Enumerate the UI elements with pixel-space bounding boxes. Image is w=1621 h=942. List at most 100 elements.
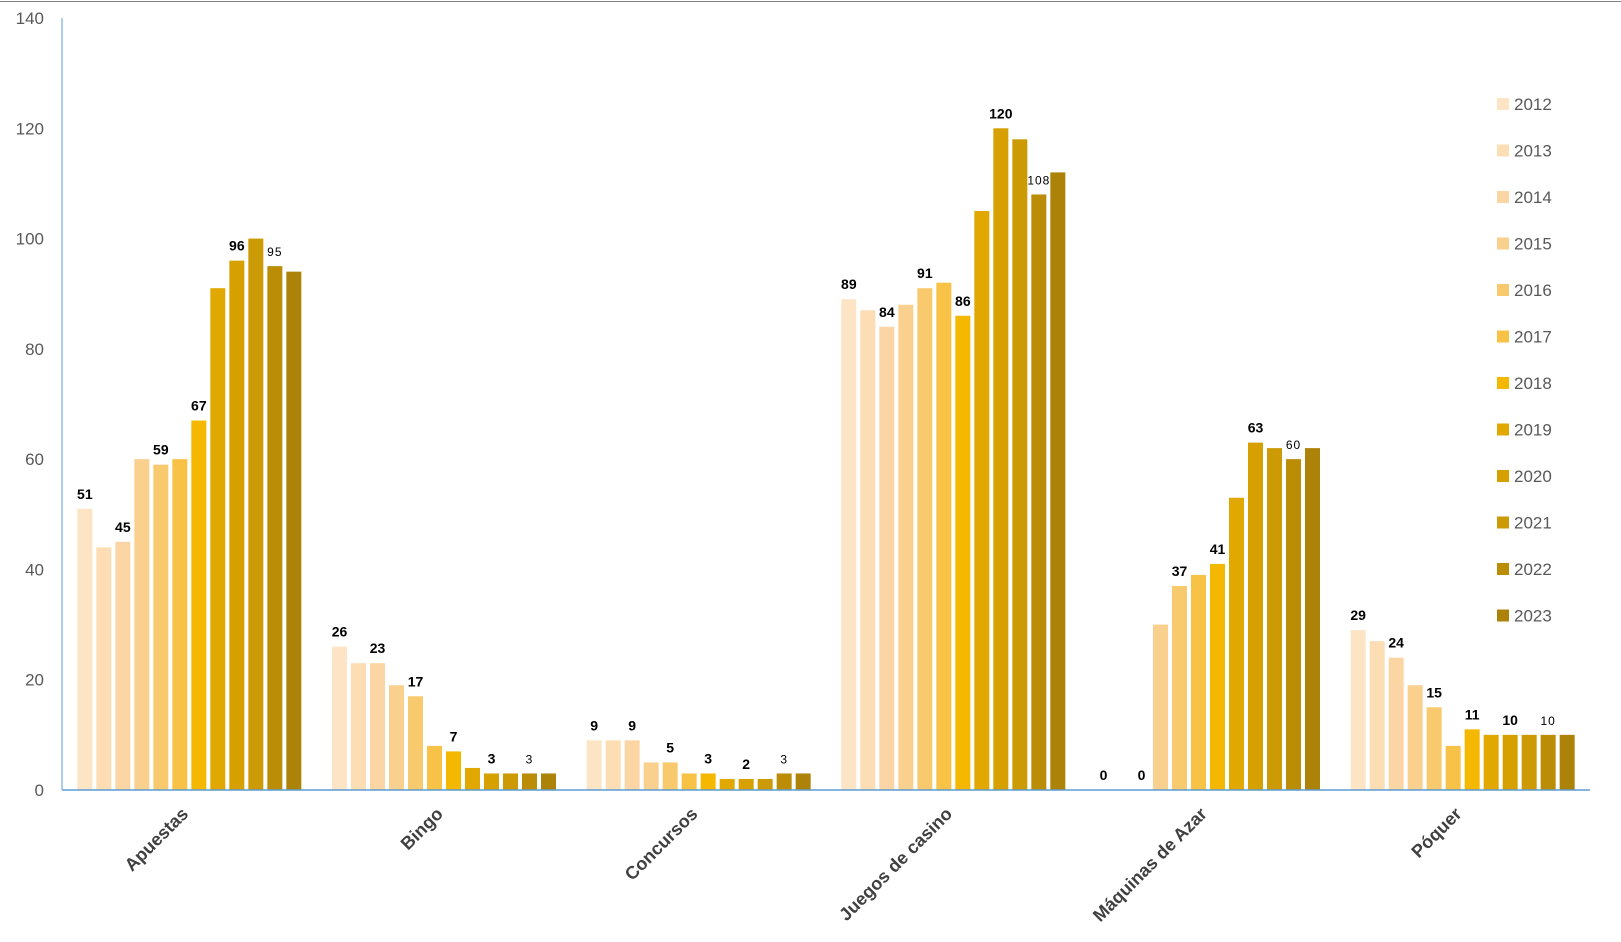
- bar: [1521, 734, 1537, 790]
- data-label: 96: [229, 238, 245, 254]
- data-label: 51: [77, 486, 93, 502]
- bar: [1559, 734, 1575, 790]
- y-tick-label: 100: [16, 230, 44, 249]
- bar: [1464, 729, 1480, 790]
- bar: [408, 696, 423, 790]
- data-label: 95: [267, 245, 282, 259]
- data-label: 59: [153, 442, 169, 458]
- bar: [1248, 442, 1263, 790]
- legend-swatch: [1497, 191, 1509, 203]
- data-label: 60: [1286, 438, 1301, 452]
- bar: [427, 745, 442, 790]
- bar: [860, 310, 876, 790]
- legend-swatch: [1497, 330, 1509, 343]
- data-label: 26: [332, 624, 348, 640]
- y-tick-label: 40: [25, 560, 44, 579]
- bar: [898, 304, 914, 790]
- data-label: 91: [917, 265, 933, 281]
- legend-label: 2020: [1514, 467, 1552, 486]
- data-label: 108: [1027, 173, 1050, 187]
- data-label: 0: [1100, 767, 1108, 783]
- data-label: 9: [628, 717, 636, 733]
- data-label: 41: [1210, 541, 1226, 557]
- bar: [96, 547, 112, 790]
- bar: [172, 459, 188, 790]
- y-tick-label: 60: [25, 450, 44, 469]
- bar: [134, 459, 150, 790]
- legend-item: 2012: [1497, 95, 1552, 114]
- bar: [681, 773, 697, 790]
- bar: [1031, 194, 1047, 790]
- bar: [286, 271, 302, 791]
- bar: [974, 211, 990, 790]
- bar: [700, 773, 716, 790]
- legend-label: 2012: [1514, 95, 1552, 114]
- legend-label: 2014: [1514, 188, 1552, 207]
- x-tick-label: Juegos de casino: [835, 804, 956, 925]
- data-label: 63: [1248, 420, 1264, 436]
- bar: [1229, 497, 1244, 790]
- bar: [1407, 685, 1423, 790]
- bar: [1388, 657, 1404, 790]
- bar: [1445, 745, 1461, 790]
- data-label: 15: [1426, 684, 1442, 700]
- data-label: 24: [1388, 635, 1404, 651]
- data-label: 5: [666, 739, 674, 755]
- x-tick-label: Concursos: [621, 804, 702, 885]
- bar: [795, 773, 811, 790]
- bar: [1540, 734, 1556, 790]
- legend-item: 2018: [1497, 374, 1552, 393]
- bar: [1286, 459, 1301, 790]
- data-label: 10: [1502, 712, 1518, 728]
- bar: [191, 420, 207, 790]
- y-tick-label: 120: [16, 119, 44, 138]
- bar: [1502, 734, 1518, 790]
- legend-swatch: [1497, 516, 1509, 529]
- legend-item: 2021: [1497, 514, 1552, 533]
- bar: [1172, 585, 1187, 790]
- legend-label: 2018: [1514, 374, 1552, 393]
- data-label: 89: [841, 276, 857, 292]
- bar: [1305, 448, 1320, 790]
- legend-label: 2013: [1514, 142, 1552, 161]
- legend-swatch: [1497, 563, 1509, 575]
- bar: [993, 128, 1009, 791]
- legend-item: 2013: [1497, 142, 1552, 161]
- bar: [841, 299, 857, 790]
- bar: [757, 778, 773, 790]
- legend-item: 2015: [1497, 235, 1552, 254]
- bar: [1012, 139, 1028, 791]
- bar: [1050, 172, 1066, 790]
- bar: [1191, 574, 1206, 790]
- data-label: 3: [704, 750, 712, 766]
- data-label: 67: [191, 398, 207, 414]
- x-tick-label: Bingo: [397, 804, 447, 854]
- legend-label: 2022: [1514, 560, 1552, 579]
- bar: [917, 288, 933, 790]
- legend-swatch: [1497, 609, 1509, 622]
- bars: [77, 128, 1575, 791]
- bar: [605, 740, 621, 790]
- bar: [77, 508, 93, 790]
- bar: [776, 773, 792, 790]
- legend-swatch: [1497, 284, 1509, 296]
- legend-swatch: [1497, 98, 1509, 110]
- legend-label: 2016: [1514, 281, 1552, 300]
- bar: [1350, 630, 1366, 790]
- bar: [1153, 624, 1168, 790]
- y-tick-label: 20: [25, 671, 44, 690]
- bar: [115, 541, 131, 790]
- bar: [210, 288, 226, 790]
- data-label: 9: [590, 717, 598, 733]
- data-label: 2: [742, 756, 750, 772]
- bar: [719, 778, 735, 790]
- bar: [879, 326, 895, 790]
- bar: [465, 767, 480, 790]
- data-label: 11: [1465, 706, 1480, 722]
- bar: [248, 238, 264, 791]
- data-label: 45: [115, 519, 131, 535]
- bar: [643, 762, 659, 790]
- x-tick-label: Apuestas: [121, 804, 192, 875]
- bar: [624, 740, 640, 790]
